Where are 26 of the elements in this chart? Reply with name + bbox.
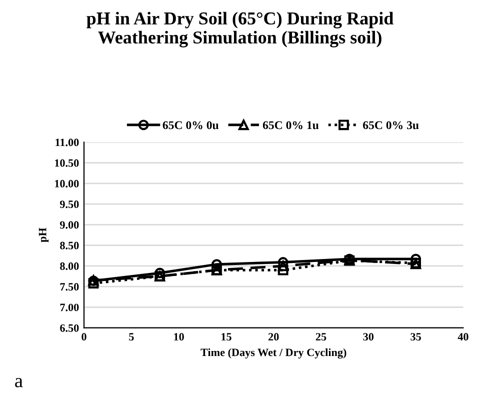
x-tick-label: 40 (458, 333, 468, 341)
text: a (15, 378, 23, 388)
y-tick-label: 9.00 (60, 221, 79, 229)
x-tick-label: 30 (363, 333, 374, 341)
x-tick-label: 5 (129, 333, 134, 341)
y-tick-label: 9.50 (60, 200, 79, 208)
y-tick-label: 10.00 (55, 180, 79, 188)
y-tick-label: 8.00 (60, 262, 79, 270)
y-tick-label: 10.50 (55, 159, 79, 167)
x-tick-label: 20 (268, 333, 279, 341)
y-tick-label: 6.50 (60, 324, 79, 332)
y-axis-title: pH (38, 228, 49, 242)
x-tick-label: 15 (222, 333, 232, 341)
chart-title: pH in Air Dry Soil (65°C) During Rapid Weathering Simulation (Billings soil) (86, 12, 394, 48)
legend-label: 65C 0% 1u (262, 121, 319, 130)
x-tick-label: 35 (410, 333, 421, 341)
legend-label: 65C 0% 3u (363, 121, 419, 130)
x-tick-label: 10 (174, 333, 184, 341)
y-tick-label: 8.50 (60, 242, 79, 250)
legend-label: 65C 0% 0u (162, 121, 219, 130)
y-tick-label: 7.00 (60, 304, 79, 312)
y-tick-label: 7.50 (60, 283, 79, 291)
x-tick-label: 0 (82, 333, 86, 341)
x-axis-title: Time (Days Wet / Dry Cycling) (200, 348, 346, 359)
x-tick-label: 25 (316, 333, 326, 341)
y-tick-label: 11.00 (56, 138, 79, 146)
